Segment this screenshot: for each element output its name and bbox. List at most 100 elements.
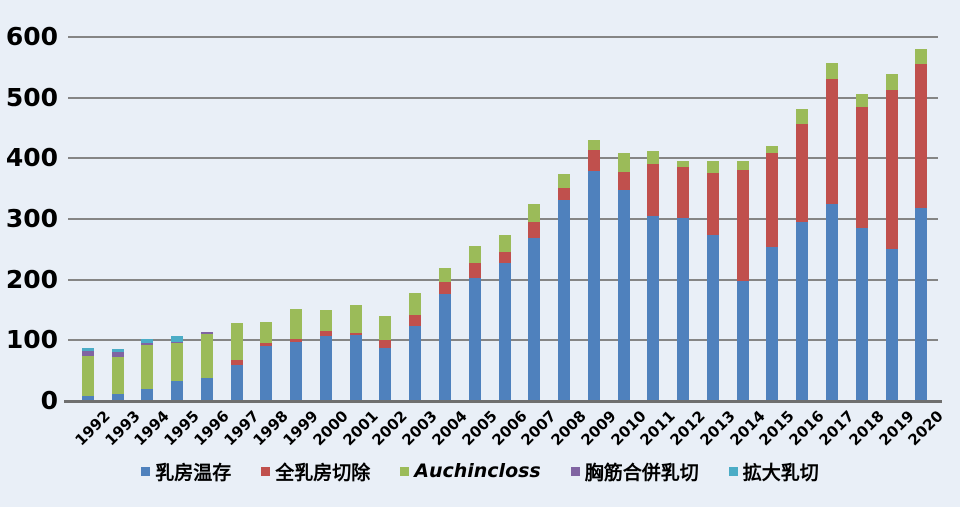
bar-segment-乳房温存-2002 (379, 347, 392, 401)
legend-item-Auchincloss: Auchincloss (400, 460, 541, 482)
bar-segment-拡大乳切-1992 (81, 348, 94, 351)
gridline-600 (68, 36, 938, 38)
bar-segment-全乳房切除-2002 (379, 340, 392, 348)
bar-segment-全乳房切除-1999 (290, 339, 303, 343)
bar-segment-全乳房切除-2011 (647, 164, 660, 216)
bar-segment-乳房温存-2016 (796, 222, 809, 401)
y-tick-label: 200 (5, 264, 58, 294)
bar-segment-乳房温存-2003 (409, 326, 422, 401)
bar-segment-Auchincloss-1999 (290, 308, 303, 340)
bar-segment-乳房温存-2019 (885, 248, 898, 401)
legend-swatch-icon (728, 466, 738, 476)
legend-label: 全乳房切除 (275, 461, 371, 484)
legend-label: 乳房温存 (155, 461, 232, 484)
bar-segment-胸筋合併乳切-1992 (81, 350, 94, 357)
bar-segment-全乳房切除-2015 (766, 153, 779, 247)
bar-segment-Auchincloss-2018 (855, 94, 868, 107)
bar-segment-Auchincloss-2014 (736, 160, 749, 171)
bar-segment-Auchincloss-2016 (796, 108, 809, 124)
legend-item-乳房温存: 乳房温存 (141, 458, 231, 485)
bar-segment-拡大乳切-1995 (171, 336, 183, 342)
bar-segment-乳房温存-2017 (826, 204, 838, 401)
bar-segment-Auchincloss-1997 (230, 322, 243, 361)
bar-segment-Auchincloss-2020 (915, 49, 928, 65)
bar-segment-全乳房切除-2010 (617, 172, 630, 191)
bar-segment-胸筋合併乳切-1994 (141, 343, 154, 346)
legend-swatch-icon (400, 466, 410, 476)
bar-segment-乳房温存-2007 (528, 237, 541, 401)
legend: 乳房温存 全乳房切除 Auchincloss 胸筋合併乳切 拡大乳切 (0, 456, 960, 486)
bar-segment-全乳房切除-2007 (528, 222, 541, 238)
bar-segment-全乳房切除-2000 (319, 331, 332, 337)
bar-segment-全乳房切除-1998 (260, 342, 273, 346)
gridline-400 (68, 157, 938, 160)
bar-segment-乳房温存-2009 (587, 171, 600, 401)
bar-segment-乳房温存-1993 (111, 394, 124, 401)
bar-segment-Auchincloss-1998 (260, 321, 273, 343)
bar-segment-Auchincloss-2019 (885, 74, 898, 91)
legend-label: Auchincloss (414, 460, 541, 482)
bar-segment-乳房温存-2008 (558, 199, 570, 401)
bar-segment-Auchincloss-1995 (171, 342, 183, 381)
bar-segment-全乳房切除-2008 (558, 188, 570, 200)
legend-item-全乳房切除: 全乳房切除 (261, 458, 370, 485)
bar-segment-乳房温存-1992 (81, 396, 94, 401)
bar-segment-乳房温存-2013 (706, 234, 719, 401)
legend-item-胸筋合併乳切: 胸筋合併乳切 (570, 458, 699, 485)
bar-segment-Auchincloss-2013 (706, 160, 719, 173)
bar-segment-全乳房切除-2001 (349, 333, 362, 336)
bar-segment-乳房温存-2010 (617, 190, 630, 401)
bar-segment-Auchincloss-2001 (349, 305, 362, 334)
bar-segment-乳房温存-1997 (230, 364, 243, 401)
bar-segment-乳房温存-1995 (171, 380, 183, 401)
bar-segment-胸筋合併乳切-1993 (111, 351, 124, 358)
bar-segment-Auchincloss-2008 (558, 173, 570, 189)
bar-segment-乳房温存-2014 (736, 280, 749, 401)
bar-segment-乳房温存-2018 (855, 228, 868, 401)
bar-segment-乳房温存-2001 (349, 335, 362, 401)
bar-segment-Auchincloss-1992 (81, 356, 94, 397)
legend-item-拡大乳切: 拡大乳切 (728, 458, 819, 485)
bar-segment-Auchincloss-2006 (498, 234, 511, 252)
bar-segment-Auchincloss-2012 (677, 161, 690, 167)
bar-segment-Auchincloss-1994 (141, 345, 154, 389)
bar-segment-Auchincloss-2007 (528, 204, 541, 223)
bar-segment-Auchincloss-2017 (826, 63, 838, 79)
bar-segment-Auchincloss-1993 (111, 357, 124, 395)
bar-segment-Auchincloss-2009 (587, 139, 600, 150)
legend-swatch-icon (570, 466, 580, 476)
bar-segment-Auchincloss-2005 (468, 245, 481, 263)
bar-segment-全乳房切除-2016 (796, 123, 809, 223)
y-tick-label: 100 (5, 325, 58, 355)
y-tick-label: 0 (40, 386, 58, 415)
bar-segment-乳房温存-2005 (468, 277, 481, 401)
bar-segment-乳房温存-2015 (766, 246, 779, 401)
bar-segment-Auchincloss-1996 (200, 334, 213, 378)
gridline-300 (68, 218, 938, 220)
bar-segment-Auchincloss-2003 (409, 293, 422, 316)
bar-segment-Auchincloss-2004 (438, 267, 451, 283)
y-tick-label: 600 (5, 22, 58, 51)
bar-segment-全乳房切除-2017 (826, 78, 838, 205)
bar-segment-拡大乳切-1994 (141, 338, 154, 344)
bar-segment-乳房温存-2020 (915, 208, 928, 401)
bar-segment-全乳房切除-2009 (587, 149, 600, 172)
bar-segment-乳房温存-1996 (200, 377, 213, 401)
bar-segment-乳房温存-2000 (319, 336, 332, 401)
axis-baseline (64, 400, 942, 403)
gridline-500 (68, 96, 938, 99)
bar-segment-全乳房切除-2013 (706, 172, 719, 235)
bar-segment-全乳房切除-2018 (855, 106, 868, 229)
legend-label: 胸筋合併乳切 (584, 461, 699, 484)
bar-segment-乳房温存-2004 (438, 293, 451, 401)
bar-segment-乳房温存-2012 (677, 217, 690, 401)
bar-segment-乳房温存-1999 (290, 342, 303, 401)
legend-swatch-icon (141, 466, 151, 476)
bar-segment-全乳房切除-2005 (468, 262, 481, 278)
y-tick-label: 300 (5, 204, 58, 233)
bar-segment-胸筋合併乳切-1995 (171, 341, 183, 343)
bar-segment-全乳房切除-2020 (915, 64, 928, 209)
bar-segment-Auchincloss-2002 (379, 316, 392, 341)
y-tick-label: 500 (5, 82, 58, 112)
